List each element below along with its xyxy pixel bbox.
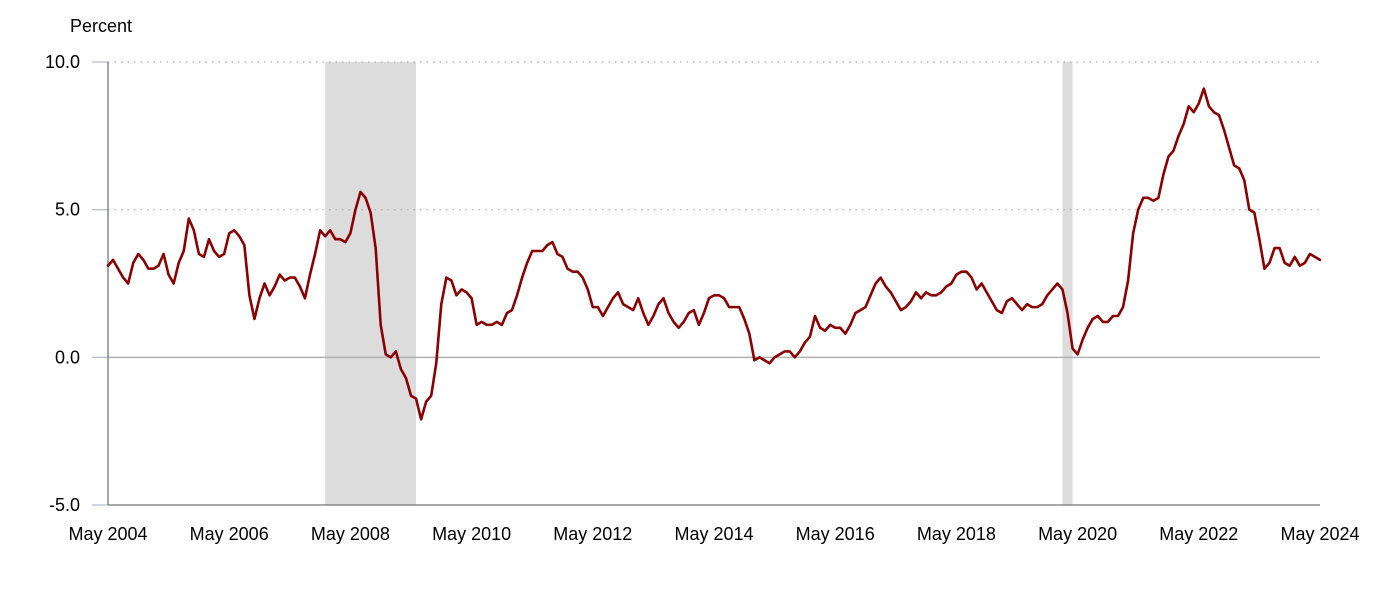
x-tick-label: May 2014	[674, 524, 753, 544]
x-tick-label: May 2008	[311, 524, 390, 544]
y-tick-label: -5.0	[49, 495, 80, 515]
x-tick-label: May 2018	[917, 524, 996, 544]
x-tick-label: May 2006	[190, 524, 269, 544]
y-tick-labels: 10.0 5.0 0.0 -5.0	[45, 52, 80, 515]
recession-band-2	[1062, 62, 1073, 505]
axes	[107, 62, 1320, 506]
x-tick-label: May 2010	[432, 524, 511, 544]
gridlines	[92, 61, 1320, 506]
recession-band-1	[325, 62, 417, 505]
x-tick-label: May 2016	[796, 524, 875, 544]
y-tick-label: 10.0	[45, 52, 80, 72]
series-line-1	[106, 87, 1322, 421]
x-tick-label: May 2020	[1038, 524, 1117, 544]
x-tick-label: May 2012	[553, 524, 632, 544]
x-tick-label: May 2022	[1159, 524, 1238, 544]
y-tick-label: 5.0	[55, 200, 80, 220]
x-tick-label: May 2004	[68, 524, 147, 544]
x-tick-labels: May 2004 May 2006 May 2008 May 2010 May 2012…	[68, 524, 1359, 544]
x-tick-label: May 2024	[1280, 524, 1359, 544]
series-layer	[106, 87, 1322, 421]
y-axis-label: Percent	[70, 16, 132, 36]
recession-shading-layer	[325, 62, 1073, 505]
y-tick-label: 0.0	[55, 347, 80, 367]
